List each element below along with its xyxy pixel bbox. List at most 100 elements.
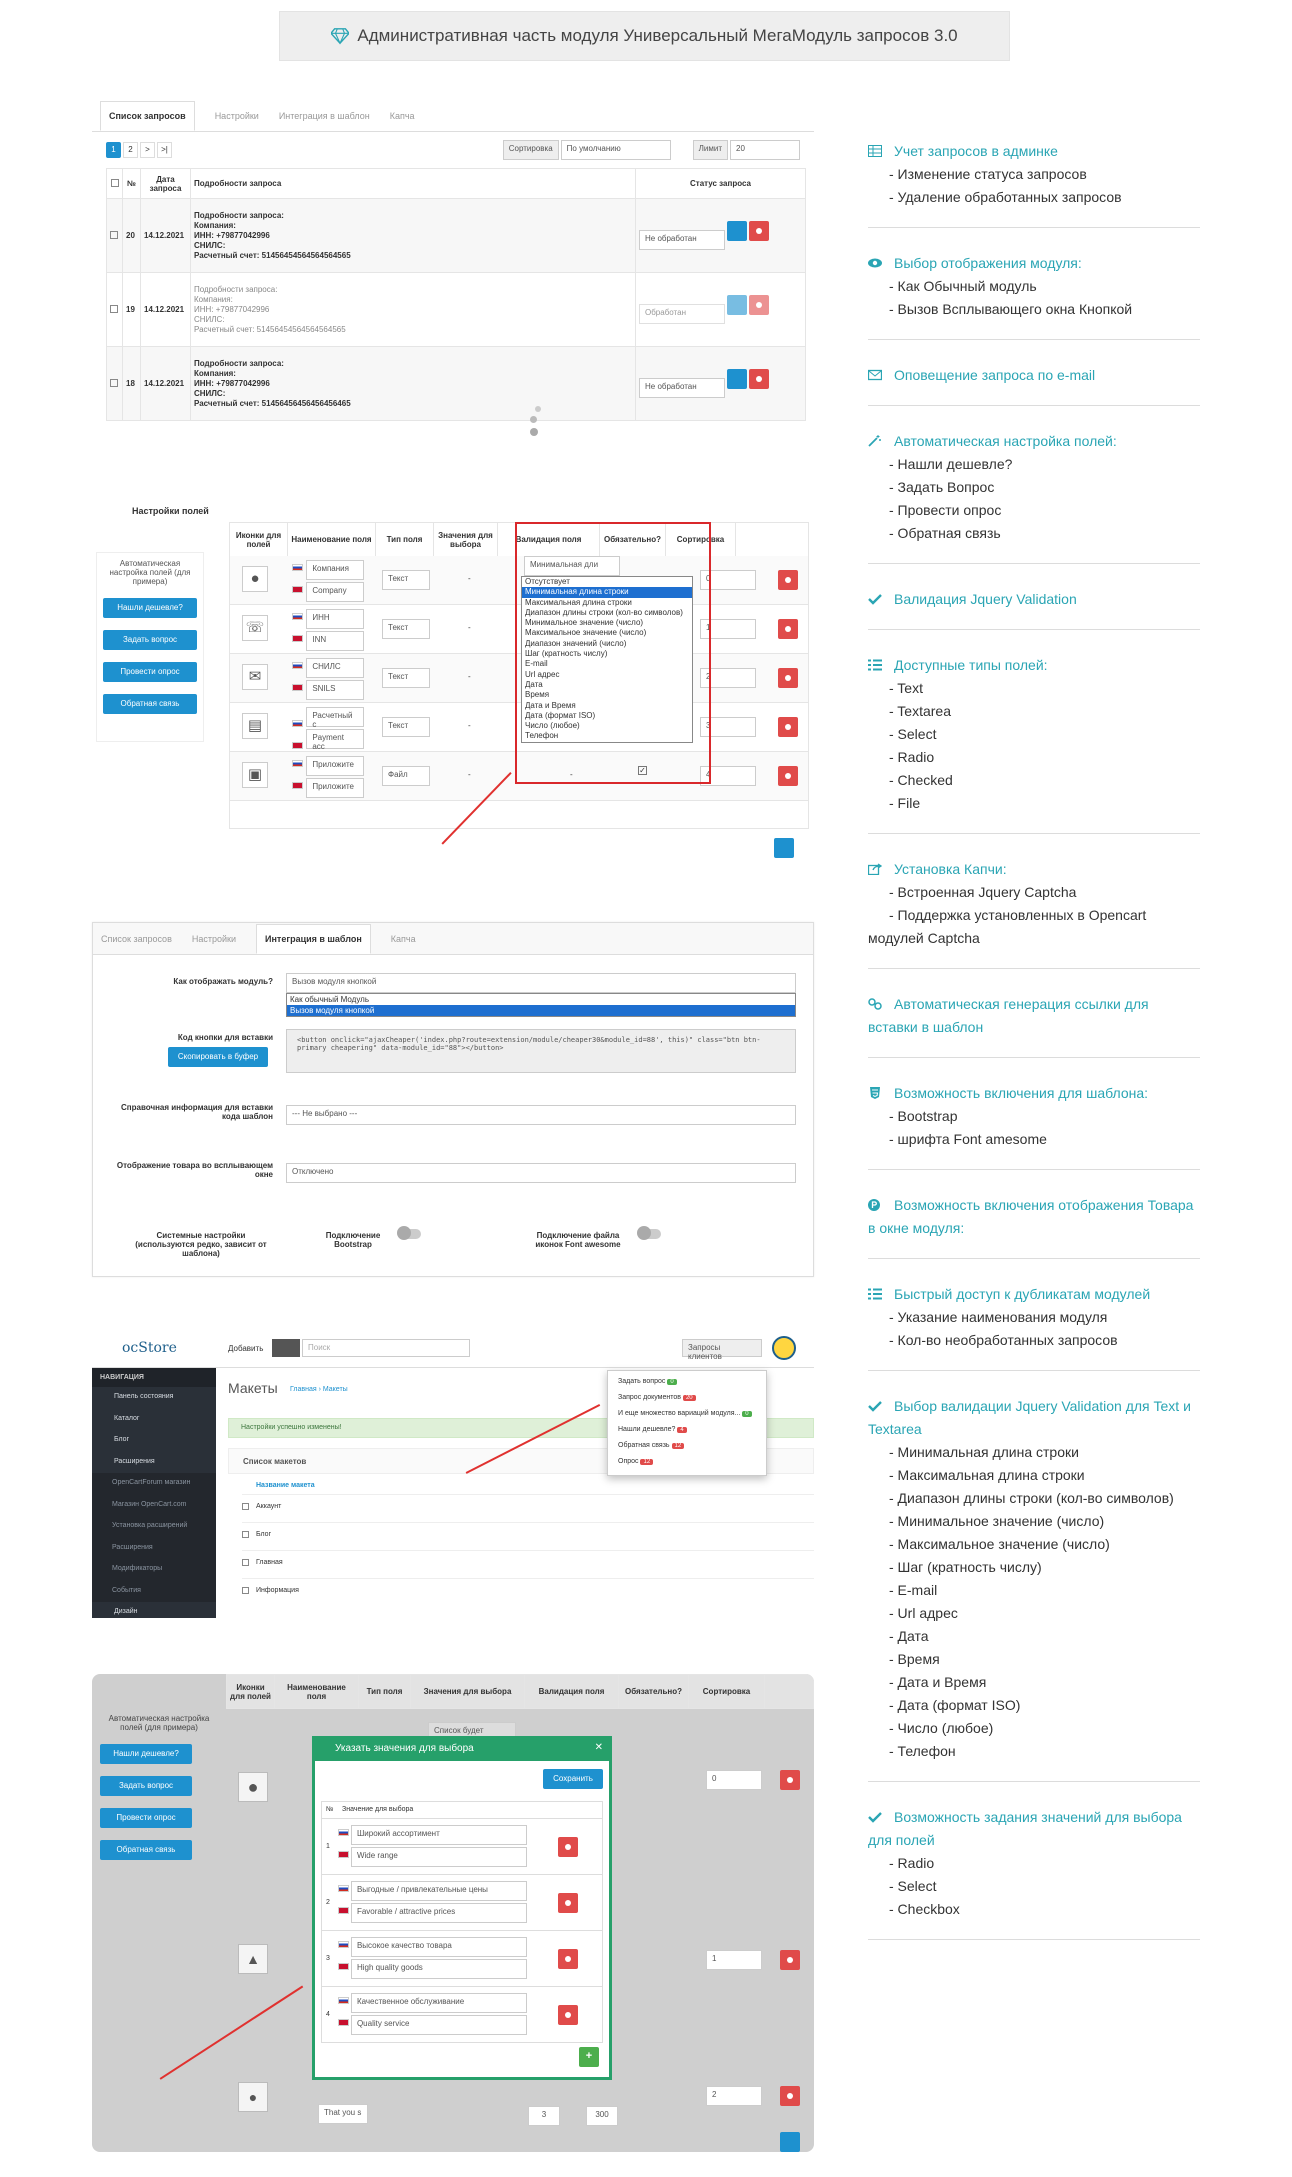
- max-length-input[interactable]: 300: [586, 2106, 618, 2126]
- field-name-en[interactable]: Приложите: [306, 778, 365, 798]
- tab-captcha[interactable]: Капча: [389, 110, 415, 121]
- dropdown-item[interactable]: Задать вопрос 0: [608, 1375, 766, 1391]
- add-field-button[interactable]: [774, 838, 794, 858]
- product-popup-select[interactable]: Отключено: [286, 1163, 796, 1183]
- status-select[interactable]: Не обработан: [639, 230, 725, 250]
- search-input[interactable]: Поиск: [302, 1339, 470, 1357]
- fontawesome-toggle[interactable]: [637, 1226, 661, 1240]
- delete-field-button[interactable]: [778, 668, 798, 688]
- add-value-button[interactable]: [579, 2047, 599, 2067]
- close-icon[interactable]: ✕: [594, 1742, 603, 1753]
- delete-value-button[interactable]: [558, 1949, 578, 1969]
- add-link[interactable]: Добавить: [228, 1344, 264, 1353]
- save-status-button[interactable]: [727, 295, 748, 315]
- validation-option[interactable]: Дата (формат ISO): [525, 710, 596, 720]
- cheaper-button[interactable]: Нашли дешевле?: [103, 598, 197, 618]
- validation-option[interactable]: Минимальная длина строки: [522, 587, 692, 598]
- cheaper-button[interactable]: Нашли дешевле?: [100, 1744, 192, 1764]
- field-type-select[interactable]: Текст: [382, 668, 430, 688]
- validation-option[interactable]: Число (любое): [525, 721, 580, 731]
- nav-item[interactable]: Установка расширений: [92, 1516, 216, 1538]
- field-name-en[interactable]: INN: [306, 631, 365, 651]
- field-name-en[interactable]: SNILS: [306, 680, 365, 700]
- delete-field-button[interactable]: [778, 717, 798, 737]
- row-checkbox[interactable]: [242, 1531, 249, 1538]
- page-1[interactable]: 1: [106, 142, 121, 158]
- col-layout-name[interactable]: Название макета: [256, 1482, 315, 1489]
- validation-option[interactable]: Минимальное значение (число): [525, 618, 644, 628]
- dropdown-item[interactable]: Нашли дешевле? 4: [608, 1423, 766, 1439]
- field-type-select[interactable]: Текст: [382, 570, 430, 590]
- sort-input[interactable]: 0: [700, 570, 756, 590]
- sort-input[interactable]: 0: [706, 1770, 762, 1790]
- phone-icon[interactable]: ☏: [242, 615, 268, 641]
- feedback-button[interactable]: Обратная связь: [103, 694, 197, 714]
- ask-question-button[interactable]: Задать вопрос: [103, 630, 197, 650]
- value-en-input[interactable]: High quality goods: [350, 1959, 527, 1979]
- save-values-button[interactable]: Сохранить: [543, 1769, 603, 1789]
- value-en-input[interactable]: Wide range: [350, 1847, 527, 1867]
- reference-select[interactable]: --- Не выбрано ---: [286, 1105, 796, 1125]
- sort-input[interactable]: 2: [700, 668, 756, 688]
- delete-value-button[interactable]: [558, 1893, 578, 1913]
- field-name-ru[interactable]: Расчетный с: [306, 707, 365, 729]
- field-name-en[interactable]: That you s: [318, 2104, 368, 2124]
- tab-request-list[interactable]: Список запросов: [100, 100, 195, 131]
- row-checkbox[interactable]: [110, 304, 118, 313]
- validation-option[interactable]: Отсутствует: [525, 577, 570, 586]
- option-regular[interactable]: Как обычный Модуль: [290, 995, 369, 1004]
- validation-option[interactable]: Дата и Время: [525, 700, 576, 710]
- validation-select[interactable]: Минимальная дли: [524, 556, 620, 576]
- delete-field-button[interactable]: [780, 1950, 800, 1970]
- row-checkbox[interactable]: [242, 1559, 249, 1566]
- sort-input[interactable]: 2: [706, 2086, 762, 2106]
- save-status-button[interactable]: [727, 369, 748, 389]
- image-icon[interactable]: ▣: [242, 762, 268, 788]
- delete-field-button[interactable]: [780, 1770, 800, 1790]
- validation-option[interactable]: Дата: [525, 679, 543, 689]
- value-en-input[interactable]: Favorable / attractive prices: [350, 1903, 527, 1923]
- page-2[interactable]: 2: [123, 142, 138, 158]
- sort-input[interactable]: 1: [706, 1950, 762, 1970]
- field-name-en[interactable]: Company: [306, 582, 365, 602]
- dropdown-item[interactable]: И еще множество вариаций модуля... 0: [608, 1407, 766, 1423]
- field-type-select[interactable]: Текст: [382, 717, 430, 737]
- envelope-icon[interactable]: ✉: [242, 664, 268, 690]
- validation-option[interactable]: Максимальная длина строки: [525, 597, 632, 607]
- page-next[interactable]: >: [140, 142, 155, 158]
- value-ru-input[interactable]: Высокое качество товара: [350, 1937, 527, 1957]
- display-mode-select[interactable]: Вызов модуля кнопкой: [286, 973, 796, 993]
- delete-value-button[interactable]: [558, 1837, 578, 1857]
- nav-item[interactable]: Модификаторы: [92, 1559, 216, 1581]
- validation-option[interactable]: Максимальное значение (число): [525, 628, 647, 638]
- sort-input[interactable]: 1: [700, 619, 756, 639]
- value-en-input[interactable]: Quality service: [350, 2015, 527, 2035]
- field-name-ru[interactable]: СНИЛС: [306, 658, 365, 678]
- survey-button[interactable]: Провести опрос: [103, 662, 197, 682]
- validation-option[interactable]: Url адрес: [525, 669, 560, 679]
- code-box[interactable]: <button onclick="ajaxCheaper('index.php?…: [286, 1029, 796, 1073]
- logo[interactable]: ocStore: [122, 1340, 177, 1356]
- add-field-button[interactable]: [780, 2132, 800, 2152]
- survey-button[interactable]: Провести опрос: [100, 1808, 192, 1828]
- dropdown-item[interactable]: Запрос документов 20: [608, 1391, 766, 1407]
- field-name-en[interactable]: Payment acc: [306, 729, 365, 751]
- validation-option[interactable]: Диапазон значений (число): [525, 638, 627, 648]
- row-checkbox[interactable]: [242, 1503, 249, 1510]
- validation-option[interactable]: E-mail: [525, 659, 548, 669]
- option-button[interactable]: Вызов модуля кнопкой: [287, 1005, 795, 1016]
- nav-item[interactable]: Каталог: [114, 1414, 140, 1422]
- avatar[interactable]: [772, 1336, 796, 1360]
- tab-settings[interactable]: Настройки: [191, 933, 236, 944]
- ask-question-button[interactable]: Задать вопрос: [100, 1776, 192, 1796]
- tab-settings[interactable]: Настройки: [214, 110, 259, 121]
- field-type-select[interactable]: Файл: [382, 766, 430, 786]
- validation-option[interactable]: Диапазон длины строки (кол-во символов): [525, 607, 683, 617]
- search-button[interactable]: [272, 1339, 300, 1357]
- nav-item[interactable]: Расширения: [92, 1537, 216, 1559]
- dropdown-item[interactable]: Опрос 12: [608, 1455, 766, 1471]
- delete-field-button[interactable]: [778, 570, 798, 590]
- limit-select[interactable]: 20: [730, 140, 800, 160]
- min-length-input[interactable]: 3: [528, 2106, 560, 2126]
- tab-template[interactable]: Интеграция в шаблон: [256, 923, 371, 954]
